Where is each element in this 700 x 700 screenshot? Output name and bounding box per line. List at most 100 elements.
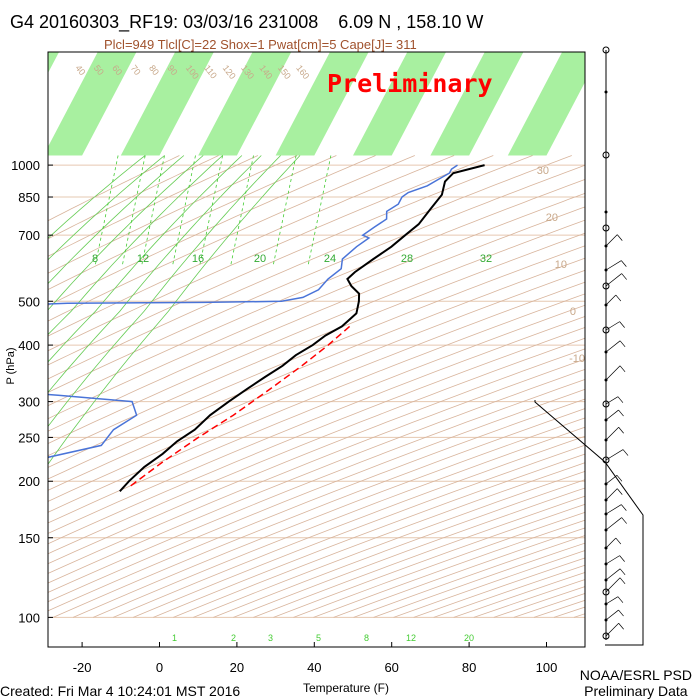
- mixing-ratio-upper-label: 28: [401, 253, 413, 265]
- isotherm-band: [585, 52, 678, 156]
- calm-wind-circle: [602, 400, 610, 408]
- dry-adiabat: [48, 155, 455, 337]
- dry-adiabat: [48, 281, 585, 502]
- wind-barb-flag: [617, 396, 624, 403]
- dry-adiabat: [48, 155, 533, 366]
- calm-wind-circle: [602, 151, 610, 159]
- dry-adiabat-label: 50: [92, 63, 106, 77]
- mixing-ratio-upper-label: 16: [192, 253, 204, 265]
- parcel-path: [129, 325, 351, 487]
- mixing-ratio-upper-label: 8: [92, 253, 98, 265]
- plot-frame: [47, 51, 586, 648]
- wind-barb: [605, 321, 620, 331]
- dry-adiabat: [253, 495, 585, 618]
- wind-barb: [605, 260, 622, 271]
- x-tick-label: -20: [73, 660, 92, 675]
- moist-adiabat: [48, 155, 185, 285]
- x-tick-label: 20: [230, 660, 244, 675]
- x-tick-label: 60: [384, 660, 398, 675]
- x-tick-label: 80: [462, 660, 476, 675]
- dry-adiabat: [48, 155, 298, 274]
- preliminary-stamp: Preliminary: [327, 69, 493, 98]
- mixing-ratio-label: 12: [406, 633, 416, 643]
- dry-adiabat: [48, 245, 585, 468]
- mixing-ratio-label: 20: [464, 633, 474, 643]
- wind-barb: [605, 365, 621, 381]
- dry-adiabat: [48, 232, 585, 457]
- dry-adiabat: [614, 156, 700, 618]
- dry-adiabat: [193, 470, 585, 618]
- mixing-ratio-upper-label: 12: [137, 253, 149, 265]
- y-tick-label: 250: [18, 430, 40, 445]
- dry-adiabat: [48, 155, 219, 240]
- isotherm-band: [275, 52, 369, 156]
- wind-barb: [605, 568, 621, 581]
- x-tick-label: 0: [156, 660, 163, 675]
- mixing-ratio-upper-label: 24: [324, 253, 336, 265]
- wind-barb-flag: [618, 426, 624, 434]
- y-tick-label: 700: [18, 228, 40, 243]
- mixing-ratio-line: [94, 155, 119, 266]
- moist-adiabat-label: -10: [569, 353, 585, 365]
- dry-adiabat: [533, 599, 585, 618]
- x-axis-title: Temperature (F): [303, 681, 389, 695]
- wind-dot: [604, 90, 608, 94]
- wind-barb: [605, 537, 617, 549]
- moist-adiabat-label: 10: [555, 259, 567, 271]
- moist-adiabat: [48, 155, 146, 239]
- moist-adiabat: [48, 155, 281, 428]
- wind-barb: [605, 426, 619, 441]
- wind-barb-flag: [619, 365, 626, 373]
- dry-adiabat-label: 80: [147, 63, 161, 77]
- mixing-ratio-label: 3: [268, 633, 273, 643]
- dry-adiabat: [48, 257, 585, 480]
- mixing-ratio-label: 2: [231, 633, 236, 643]
- moist-adiabat: [48, 155, 262, 393]
- isotherm-band: [48, 52, 137, 156]
- dry-adiabat: [573, 613, 585, 618]
- x-tick-label: 100: [536, 660, 558, 675]
- wind-barb: [605, 396, 619, 405]
- dry-adiabat-label: 120: [221, 63, 238, 81]
- credit-note: Preliminary Data: [584, 683, 688, 699]
- wind-barb: [605, 294, 617, 306]
- dry-adiabat: [48, 155, 376, 306]
- dry-adiabat: [48, 327, 585, 545]
- dry-adiabat-label: 40: [73, 63, 87, 77]
- wind-barb: [605, 449, 624, 461]
- dry-adiabat: [48, 155, 180, 222]
- wind-barb-flag: [621, 273, 627, 280]
- dry-adiabat: [48, 398, 585, 612]
- mixing-ratio-label: 5: [316, 633, 321, 643]
- wind-barb: [605, 622, 619, 637]
- y-tick-label: 100: [18, 610, 40, 625]
- x-tick-label: 40: [307, 660, 321, 675]
- wind-barb-flag: [619, 340, 626, 348]
- calm-wind-circle: [602, 456, 610, 464]
- dry-adiabat: [213, 479, 585, 618]
- dry-adiabat: [48, 379, 585, 593]
- dry-adiabat-label: 160: [294, 63, 311, 81]
- isotherm-band: [507, 52, 585, 156]
- wind-barb: [605, 555, 620, 565]
- moist-adiabat: [48, 155, 165, 261]
- wind-barb: [605, 488, 618, 501]
- wind-barb: [605, 504, 622, 515]
- dry-adiabat: [48, 164, 585, 393]
- y-tick-label: 300: [18, 395, 40, 410]
- dry-adiabat: [48, 358, 585, 574]
- mixing-ratio-line: [172, 155, 196, 266]
- wind-barb-flag: [619, 577, 626, 585]
- isotherm-band: [198, 52, 292, 156]
- wind-barb-flag: [619, 568, 626, 576]
- y-tick-label: 200: [18, 474, 40, 489]
- wind-dot: [604, 210, 608, 214]
- mixing-ratio-line: [121, 155, 146, 266]
- wind-barb-flag: [615, 537, 622, 545]
- dry-adiabat: [72, 417, 585, 618]
- wind-barb: [605, 609, 619, 621]
- dry-adiabat: [48, 269, 585, 491]
- isotherm-band: [353, 52, 447, 156]
- dry-adiabat: [473, 579, 585, 618]
- dry-adiabat: [453, 572, 585, 618]
